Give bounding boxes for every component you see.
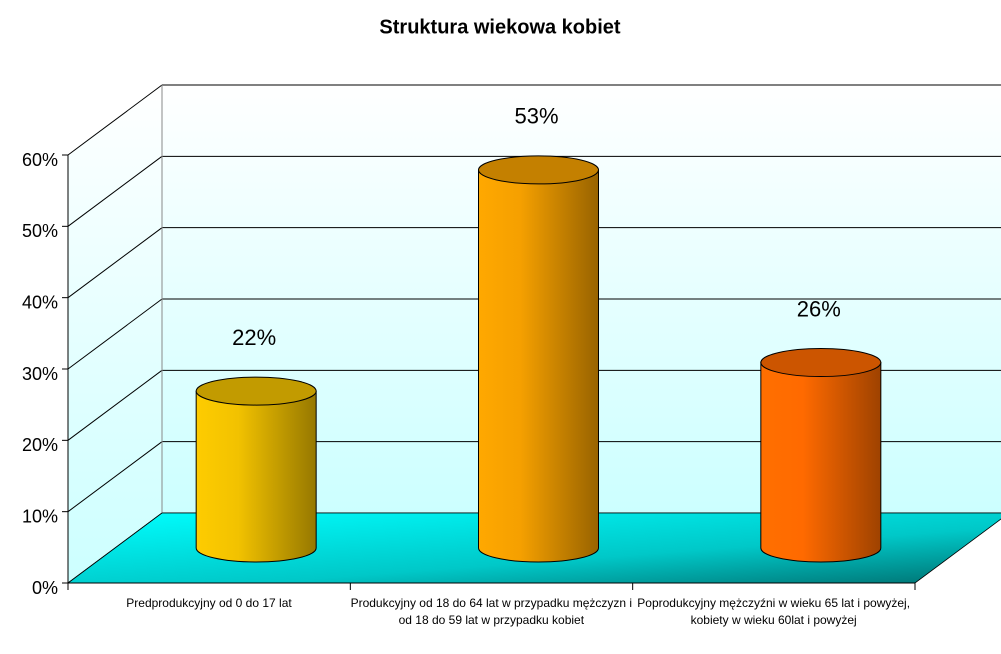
x-tick-label: Poprodukcyjny mężczyźni w wieku 65 lat i…: [637, 596, 911, 627]
grid-line: [67, 155, 163, 227]
y-tick-label: 50%: [22, 221, 58, 241]
grid-line: [67, 441, 163, 513]
data-label: 26%: [797, 296, 841, 321]
y-tick-label: 0%: [32, 578, 58, 598]
grid-line: [67, 298, 163, 370]
y-tick-label: 20%: [22, 435, 58, 455]
grid-line: [67, 84, 163, 156]
y-tick-label: 10%: [22, 506, 58, 526]
y-tick-label: 30%: [22, 364, 58, 384]
x-tick-label: Predprodukcyjny od 0 do 17 lat: [126, 596, 292, 610]
x-tick-label: Produkcyjny od 18 do 64 lat w przypadku …: [350, 596, 633, 627]
cylinder-body: [478, 169, 599, 563]
data-label: 53%: [514, 104, 558, 129]
cylinder-top: [478, 155, 599, 185]
cylinder-top: [760, 348, 882, 378]
cylinder-body: [195, 390, 317, 563]
grid-line: [67, 227, 163, 299]
y-tick-label: 60%: [22, 150, 58, 170]
cylinder-top: [195, 376, 317, 406]
y-tick-label: 40%: [22, 292, 58, 312]
chart-title: Struktura wiekowa kobiet: [379, 16, 621, 38]
cylinder-body: [760, 362, 882, 563]
grid-line: [67, 369, 163, 441]
data-label: 22%: [232, 325, 276, 350]
